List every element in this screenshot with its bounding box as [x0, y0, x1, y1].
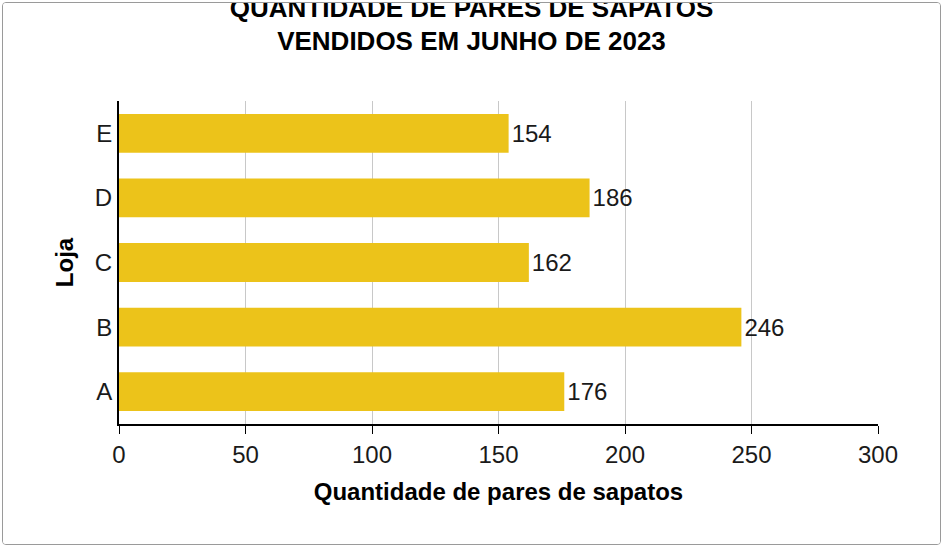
- svg-text:A: A: [96, 378, 112, 405]
- svg-text:50: 50: [232, 441, 259, 468]
- svg-text:300: 300: [858, 441, 898, 468]
- svg-text:246: 246: [744, 314, 784, 341]
- svg-text:176: 176: [567, 378, 607, 405]
- svg-text:Loja: Loja: [51, 237, 78, 287]
- svg-text:B: B: [96, 314, 112, 341]
- svg-text:QUANTIDADE DE PARES DE SAPATOS: QUANTIDADE DE PARES DE SAPATOSVENDIDOS E…: [230, 3, 713, 56]
- svg-text:150: 150: [478, 441, 518, 468]
- svg-text:200: 200: [605, 441, 645, 468]
- svg-text:186: 186: [593, 184, 633, 211]
- svg-text:E: E: [96, 120, 112, 147]
- svg-text:0: 0: [112, 441, 125, 468]
- svg-text:162: 162: [532, 249, 572, 276]
- svg-text:D: D: [95, 184, 112, 211]
- svg-text:Quantidade de pares de sapatos: Quantidade de pares de sapatos: [314, 478, 683, 505]
- svg-text:154: 154: [512, 120, 552, 147]
- svg-text:100: 100: [352, 441, 392, 468]
- svg-text:C: C: [95, 249, 112, 276]
- svg-text:250: 250: [731, 441, 771, 468]
